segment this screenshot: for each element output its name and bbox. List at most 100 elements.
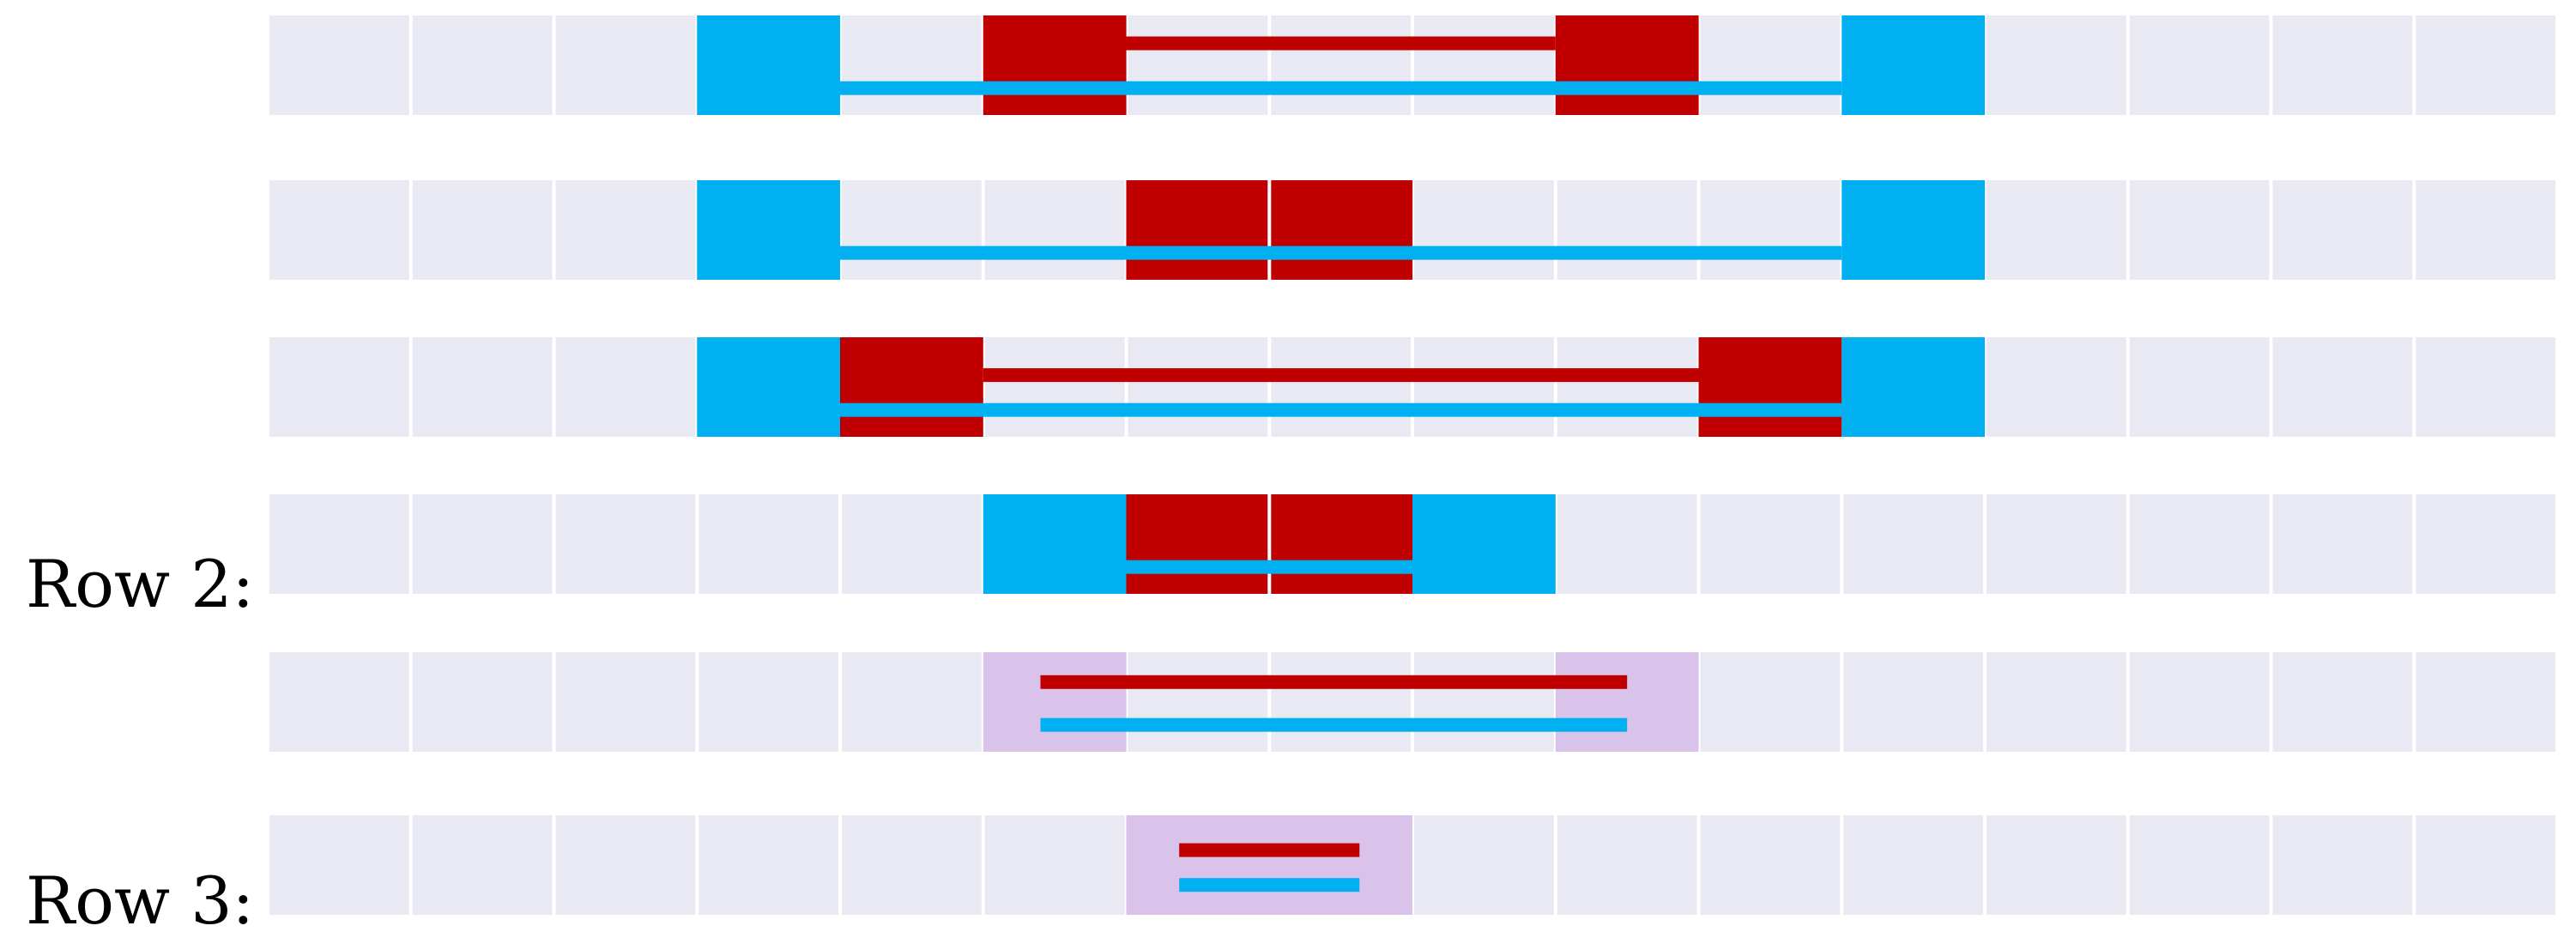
grid-cell [2129,815,2270,915]
blue-connector [1040,717,1628,732]
strip-3 [269,337,2556,437]
grid-cell [1271,652,1412,752]
grid-cell [269,15,409,115]
grid-cell [412,180,553,280]
grid-cell [2129,337,2270,437]
grid-cell [412,815,553,915]
grid-cell [269,652,409,752]
grid-cell [1128,337,1268,437]
red-connector [983,368,1699,383]
blue-block [1412,494,1556,594]
grid-cell [1557,337,1697,437]
grid-cell [1843,815,1984,915]
grid-cell [2416,652,2556,752]
strip-1 [269,15,2556,115]
red-connector [1040,675,1628,689]
grid-cell [269,337,409,437]
grid-cell [984,815,1125,915]
red-block [983,15,1127,115]
grid-cell [269,180,409,280]
grid-cell [2272,337,2413,437]
grid-cell [555,180,696,280]
red-connector [1179,843,1360,857]
purple-block [1126,815,1412,915]
grid-cell [1271,15,1412,115]
grid-cell [842,15,982,115]
grid-cell [1414,815,1554,915]
grid-cell [2272,15,2413,115]
grid-cell [269,815,409,915]
grid-cell [555,652,696,752]
grid-cell [842,180,982,280]
blue-connector [840,402,1842,417]
grid-cell [842,652,982,752]
grid-cell [1271,337,1412,437]
blue-block [1841,180,1986,280]
grid-cell [2272,494,2413,594]
grid-cell [1557,494,1697,594]
grid-cell [2129,652,2270,752]
grid-cell [1986,494,2126,594]
grid-cell [1843,652,1984,752]
grid-cell [1414,652,1554,752]
grid-cell [412,494,553,594]
grid-cell [555,15,696,115]
grid-cell [1986,15,2126,115]
grid-cell [1557,815,1697,915]
grid-cell [2416,494,2556,594]
grid-cell [1414,337,1554,437]
grid-cell [269,494,409,594]
grid-cell [984,180,1125,280]
red-block [1269,180,1413,280]
grid-cell [1557,180,1697,280]
grid-cell [412,652,553,752]
grid-cell [2272,815,2413,915]
grid-cell [2272,180,2413,280]
blue-connector [1179,878,1360,893]
blue-block [697,337,841,437]
blue-connector [840,81,1842,95]
grid-cell [1700,815,1841,915]
grid-cell [1986,652,2126,752]
grid-cell [1414,15,1554,115]
grid-cell [2129,494,2270,594]
grid-cell [698,652,839,752]
row-2-label: Row 2: [26,546,255,622]
strip-4 [269,494,2556,594]
grid-cell [1986,180,2126,280]
purple-block [983,652,1127,752]
grid-cell [984,337,1125,437]
grid-cell [1700,180,1841,280]
grid-cell [1700,15,1841,115]
grid-cell [1128,15,1268,115]
grid-cell [2272,652,2413,752]
grid-cell [555,337,696,437]
red-block [1126,494,1270,594]
grid-cell [1986,815,2126,915]
grid-cell [2129,15,2270,115]
cell-divider [1267,494,1272,594]
cell-divider [1267,180,1272,280]
red-block [1126,180,1270,280]
grid-cell [698,815,839,915]
grid-cell [412,15,553,115]
grid-cell [412,337,553,437]
grid-cell [2129,180,2270,280]
red-block [840,337,983,437]
blue-block [1841,15,1986,115]
blue-connector [1126,560,1412,574]
grid-cell [2416,15,2556,115]
blue-connector [840,245,1842,260]
grid-cell [555,815,696,915]
grid-cell [1986,337,2126,437]
row-3-label: Row 3: [26,862,255,939]
grid-cell [2416,180,2556,280]
blue-block [983,494,1127,594]
blue-block [697,15,841,115]
blue-block [1841,337,1986,437]
blue-block [697,180,841,280]
grid-cell [842,815,982,915]
grid-cell [1700,652,1841,752]
grid-cell [1700,494,1841,594]
